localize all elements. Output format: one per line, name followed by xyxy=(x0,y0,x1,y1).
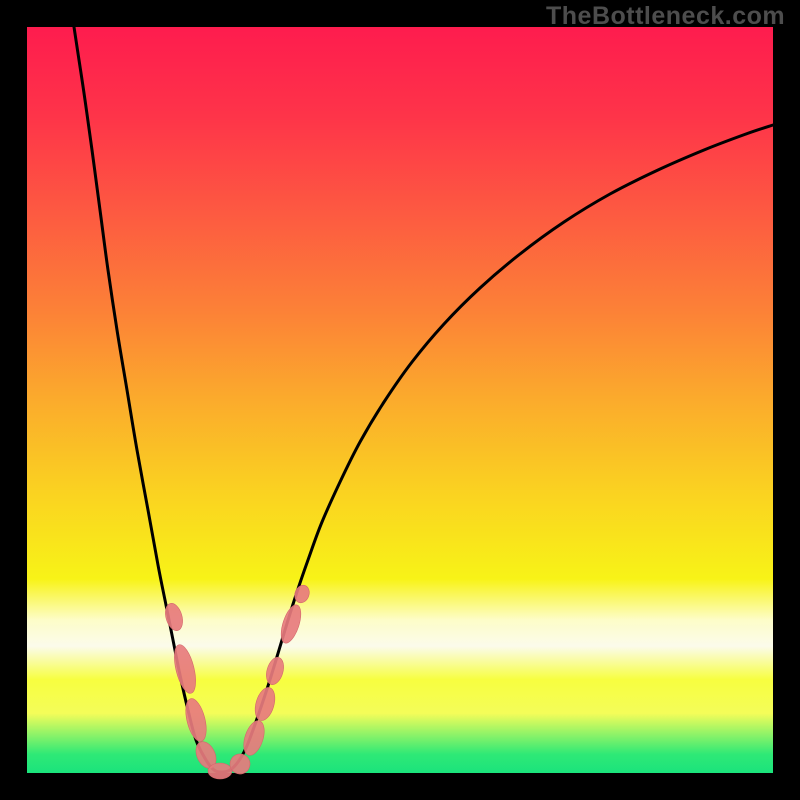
plot-background xyxy=(27,27,773,773)
watermark-text: TheBottleneck.com xyxy=(546,2,785,31)
curve-marker xyxy=(208,763,232,779)
image-frame: TheBottleneck.com xyxy=(0,0,800,800)
chart-svg xyxy=(0,0,800,800)
